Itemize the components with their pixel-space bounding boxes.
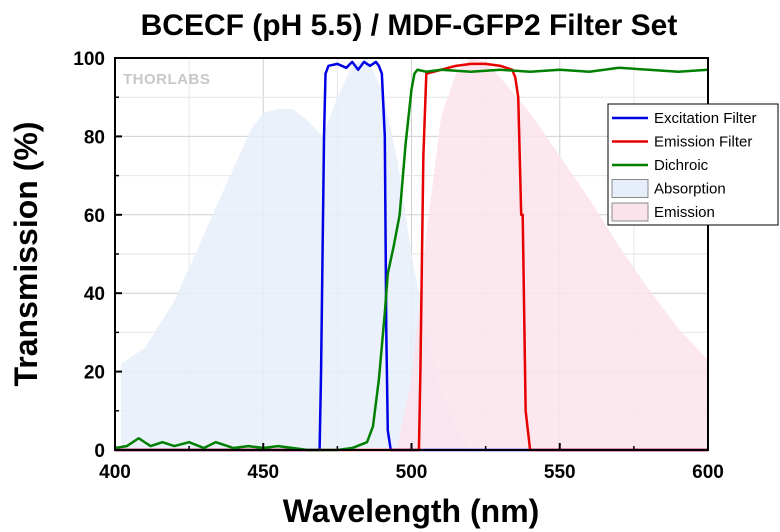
y-axis-label: Transmission (%) xyxy=(8,122,44,387)
y-tick-label: 80 xyxy=(84,127,105,148)
y-tick-label: 40 xyxy=(84,284,105,305)
x-tick-label: 550 xyxy=(544,462,576,483)
x-tick-label: 450 xyxy=(247,462,279,483)
legend-label-absorption: Absorption xyxy=(654,181,726,198)
y-tick-label: 20 xyxy=(84,363,105,384)
legend-label-emission: Emission xyxy=(654,204,715,221)
dichroic-line xyxy=(114,66,709,452)
thorlabs-watermark: THORLABS xyxy=(123,71,210,88)
emission-filter-line xyxy=(115,62,708,452)
legend-swatch-emission xyxy=(611,202,649,222)
chart-title: BCECF (pH 5.5) / MDF-GFP2 Filter Set xyxy=(141,9,678,42)
filter-lines xyxy=(114,60,709,452)
x-tick-label: 500 xyxy=(396,462,428,483)
y-tick-label: 60 xyxy=(84,206,105,227)
emission-area xyxy=(396,58,708,450)
absorption-area xyxy=(120,58,471,450)
legend-label-emission-filter: Emission Filter xyxy=(654,134,752,151)
spectra-areas xyxy=(120,58,708,450)
legend-label-dichroic: Dichroic xyxy=(654,157,709,174)
axis-ticks: 400 450 500 550 600 0 20 40 60 80 100 xyxy=(73,49,724,483)
x-axis-label: Wavelength (nm) xyxy=(283,493,540,529)
legend-label-excitation-filter: Excitation Filter xyxy=(654,110,757,127)
y-tick-label: 0 xyxy=(94,441,105,462)
legend-items: Excitation Filter Emission Filter Dichroic… xyxy=(611,110,757,222)
x-tick-label: 600 xyxy=(692,462,724,483)
legend: Excitation Filter Emission Filter Dichroic… xyxy=(607,103,779,226)
legend-swatch-absorption xyxy=(611,179,649,198)
x-tick-label: 400 xyxy=(99,462,131,483)
y-tick-label: 100 xyxy=(73,49,105,70)
